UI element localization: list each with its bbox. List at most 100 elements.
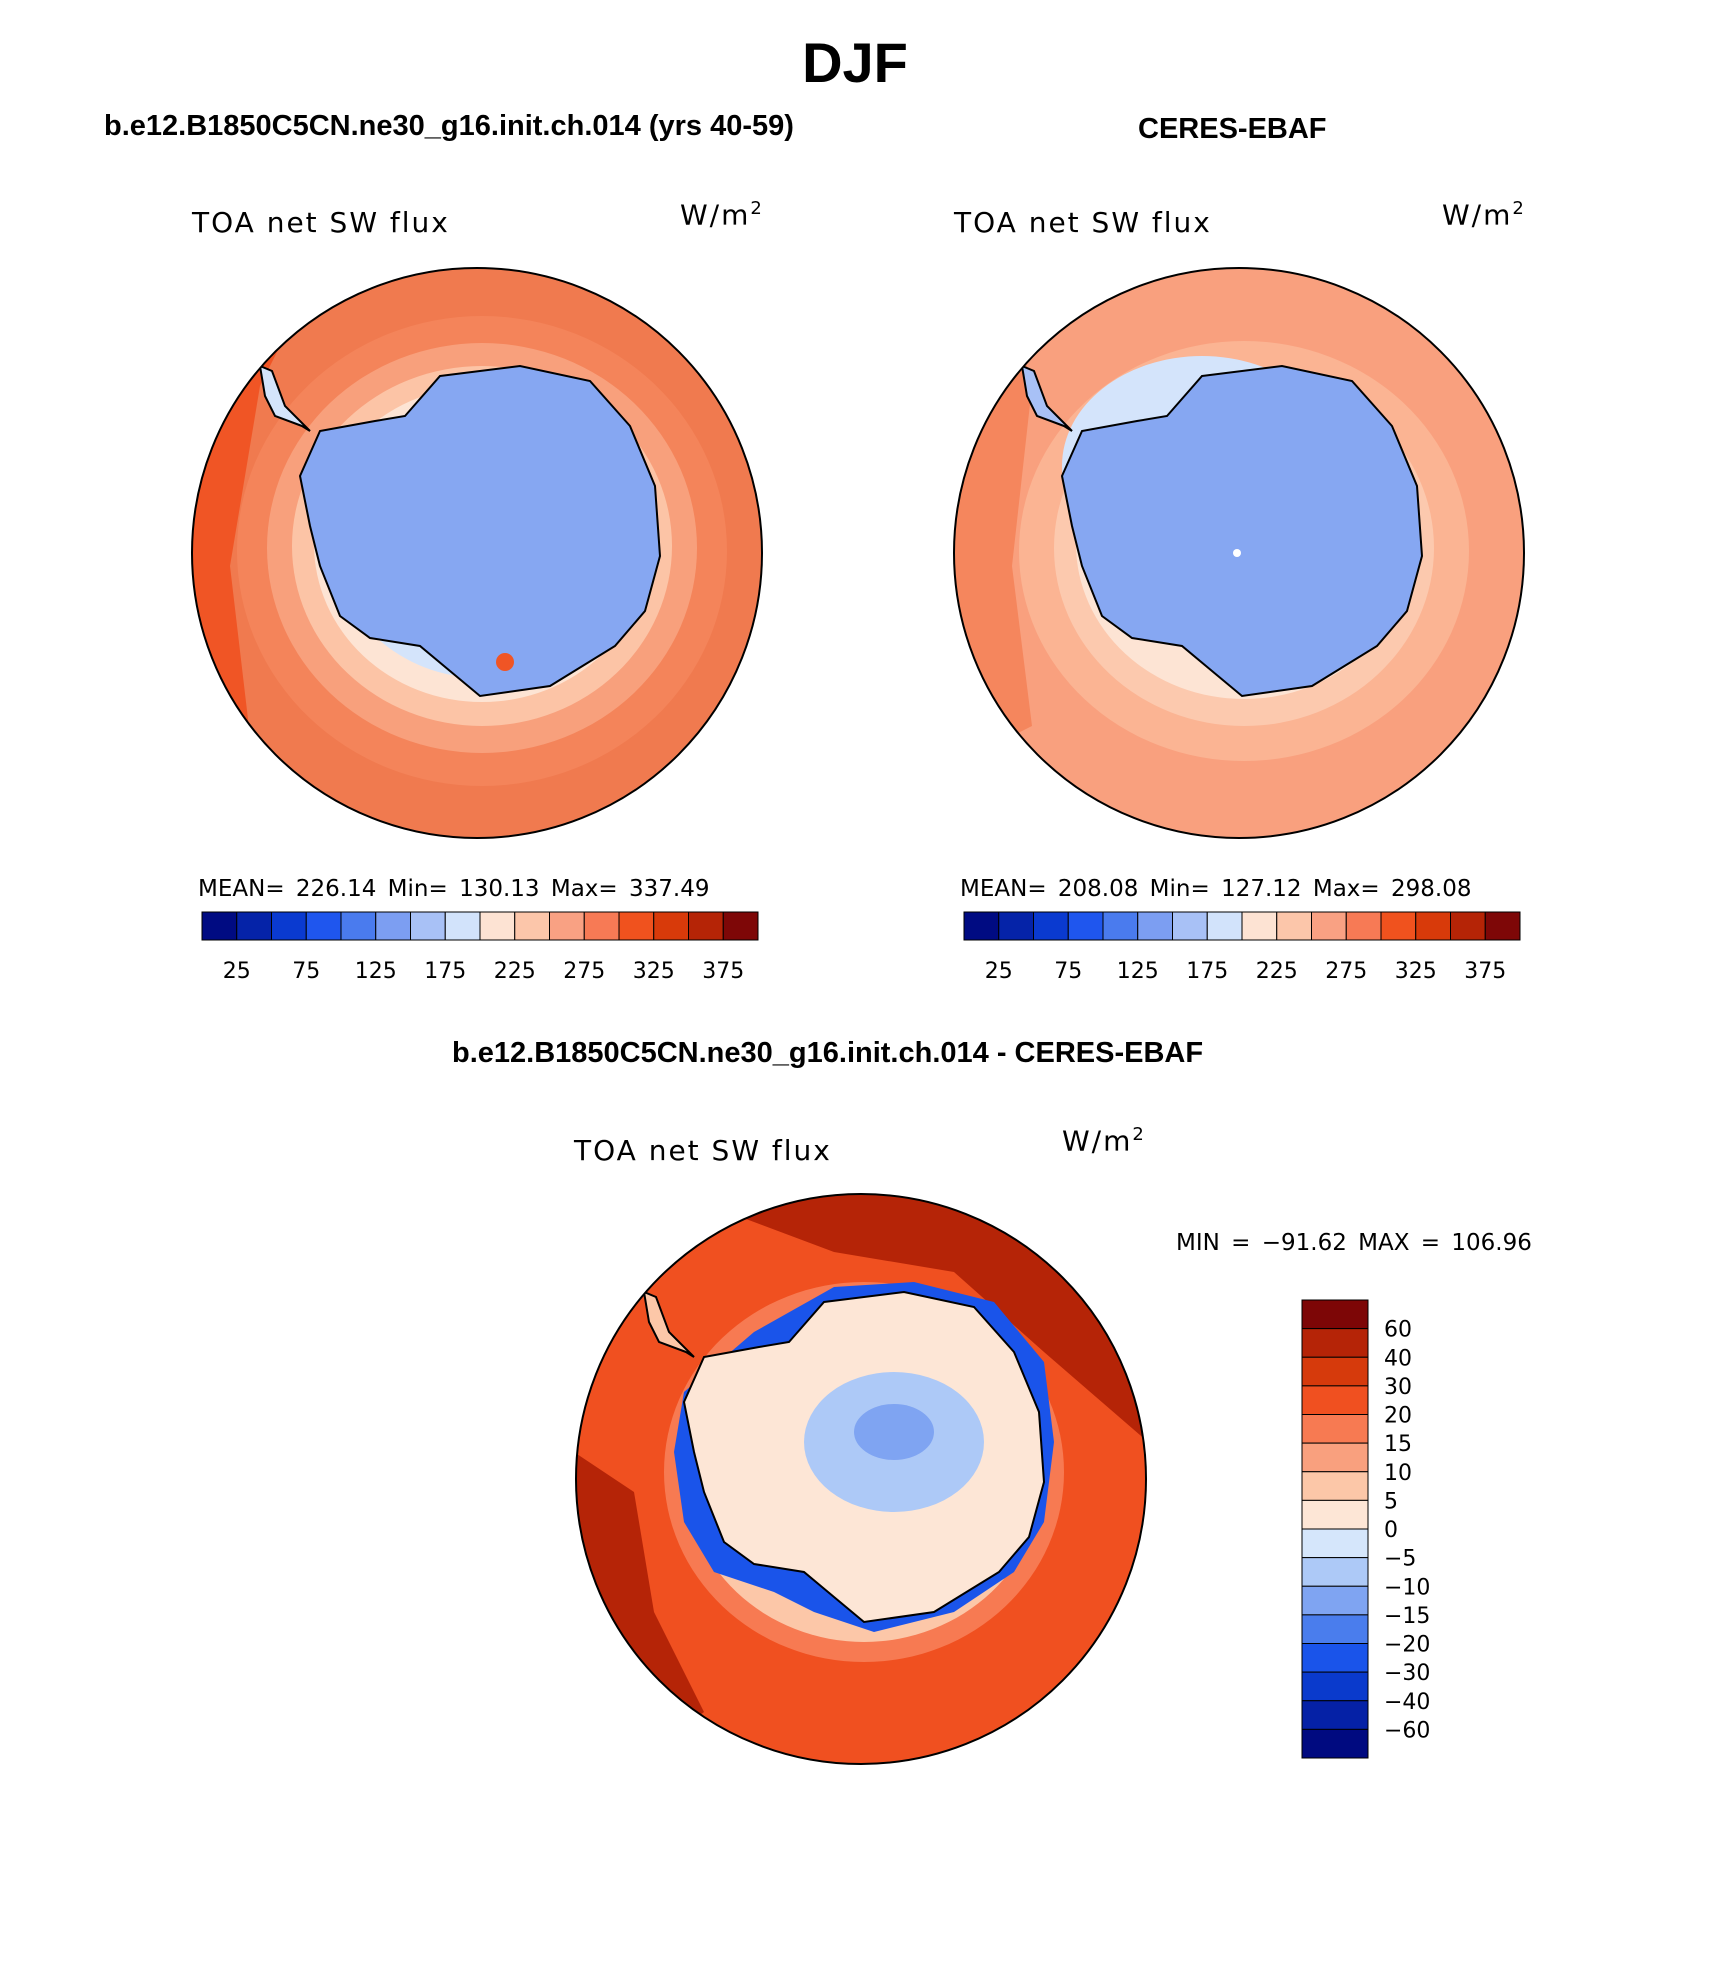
obs-colorbar-tick-label: 125 [1117,959,1159,984]
diff-colorbar-swatch [1301,1442,1369,1473]
model-panel-title: b.e12.B1850C5CN.ne30_g16.init.ch.014 (yr… [104,110,794,142]
diff-colorbar-label: −40 [1384,1690,1430,1715]
diff-colorbar-label: −30 [1384,1661,1430,1686]
diff-colorbar-label: −5 [1384,1547,1416,1572]
diff-map-border [575,1193,1147,1765]
model-colorbar-tick-label: 175 [424,959,466,984]
model-colorbar-swatch [688,911,724,941]
diff-colorbar-swatch [1301,1414,1369,1444]
obs-unit-label: W/m2 [1442,198,1526,232]
obs-map-border [953,267,1525,839]
diff-antarctic-peninsula [642,1290,695,1358]
obs-colorbar-tick-label: 75 [1054,959,1082,984]
obs-colorbar-swatch [1450,911,1486,941]
model-antarctica-interior [298,364,662,698]
obs-antarctica-interior [1060,364,1424,698]
diff-colorbar-label: 20 [1384,1404,1412,1429]
model-colorbar-swatch [549,911,585,941]
model-unit-label: W/m2 [680,198,764,232]
obs-colorbar-swatch [963,911,1000,941]
diff-colorbar-swatch [1301,1671,1369,1702]
model-colorbar-tick-label: 325 [633,959,675,984]
diff-colorbar-swatch [1301,1700,1369,1730]
obs-panel-title: CERES-EBAF [1138,113,1327,145]
diff-panel-title: b.e12.B1850C5CN.ne30_g16.init.ch.014 - C… [452,1037,1204,1069]
page-title: DJF [802,31,908,94]
obs-colorbar-swatch [1172,911,1208,941]
diff-colorbar-swatch [1301,1385,1369,1415]
model-colorbar-swatch [583,911,620,941]
obs-colorbar-tick-label: 325 [1395,959,1437,984]
obs-colorbar-swatch [1415,911,1451,941]
diff-colorbar-label: −10 [1384,1575,1430,1600]
diff-polar-map [575,1193,1147,1765]
diff-colorbar-label: 10 [1384,1461,1412,1486]
obs-colorbar-swatch [1311,911,1347,941]
diff-colorbar-label: 60 [1384,1318,1412,1343]
obs-colorbar: 25 75 125 175 225 275 325 375 [963,911,1521,984]
model-colorbar-swatch [722,911,759,941]
obs-colorbar-tick-label: 225 [1256,959,1298,984]
model-colorbar-swatch [305,911,342,941]
diff-colorbar: 60 40 30 20 15 10 5 0 −5 −10 −15 −20 −30 −40 −60 [1301,1299,1430,1759]
diff-colorbar-label: −60 [1384,1718,1430,1743]
obs-colorbar-swatch [998,911,1034,941]
obs-colorbar-swatch [1276,911,1312,941]
obs-antarctic-peninsula [1020,364,1073,432]
model-colorbar-swatch [375,911,411,941]
model-colorbar-swatch [340,911,377,941]
model-colorbar-swatch [236,911,272,941]
model-colorbar-swatch [653,911,689,941]
obs-colorbar-swatch [1033,911,1069,941]
diff-colorbar-label: −15 [1384,1604,1430,1629]
model-colorbar-swatch [479,911,516,941]
diff-colorbar-swatch [1301,1356,1369,1387]
model-map-border [191,267,763,839]
diff-colorbar-label: 5 [1384,1489,1398,1514]
obs-colorbar-swatch [1102,911,1139,941]
obs-colorbar-swatch [1137,911,1173,941]
obs-colorbar-swatch [1241,911,1278,941]
diff-colorbar-label: 15 [1384,1432,1412,1457]
obs-colorbar-swatch [1380,911,1417,941]
diff-colorbar-label: −20 [1384,1633,1430,1658]
model-colorbar: 25 75 125 175 225 275 325 375 [201,911,759,984]
obs-stats: MEAN= 208.08 Min= 127.12 Max= 298.08 [960,876,1472,902]
model-colorbar-swatch [618,911,655,941]
model-colorbar-swatch [271,911,307,941]
model-colorbar-tick-label: 275 [563,959,605,984]
model-colorbar-tick-label: 75 [292,959,320,984]
diff-colorbar-swatch [1301,1328,1369,1358]
model-antarctic-peninsula [258,364,311,432]
diff-colorbar-swatch [1301,1528,1369,1559]
diff-minmax: MIN = −91.62 MAX = 106.96 [1176,1230,1532,1256]
diff-colorbar-swatch [1301,1557,1369,1587]
diff-colorbar-swatch [1301,1299,1369,1330]
diff-colorbar-label: 0 [1384,1518,1398,1543]
diff-unit-label: W/m2 [1062,1124,1146,1158]
diff-colorbar-label: 30 [1384,1375,1412,1400]
model-colorbar-tick-label: 125 [355,959,397,984]
obs-colorbar-swatch [1067,911,1104,941]
model-polar-map [191,267,763,839]
model-colorbar-tick-label: 25 [223,959,251,984]
model-ross-sea-hotspot [496,653,514,671]
diff-north-dark-region [674,1194,1146,1442]
model-colorbar-swatch [201,911,238,941]
diff-field-label: TOA net SW flux [574,1134,832,1167]
obs-colorbar-tick-label: 25 [985,959,1013,984]
model-colorbar-swatch [514,911,550,941]
diff-interior-negative-core [854,1404,934,1460]
obs-colorbar-swatch [1345,911,1382,941]
obs-pole-spot [1233,549,1241,557]
obs-field-label: TOA net SW flux [954,206,1212,239]
diff-colorbar-label: 40 [1384,1346,1412,1371]
diff-colorbar-swatch [1301,1614,1369,1644]
obs-colorbar-tick-label: 375 [1464,959,1506,984]
model-field-label: TOA net SW flux [192,206,450,239]
model-stats: MEAN= 226.14 Min= 130.13 Max= 337.49 [198,876,710,902]
diff-colorbar-swatch [1301,1728,1369,1759]
obs-colorbar-tick-label: 275 [1325,959,1367,984]
obs-colorbar-tick-label: 175 [1186,959,1228,984]
diff-colorbar-swatch [1301,1471,1369,1501]
